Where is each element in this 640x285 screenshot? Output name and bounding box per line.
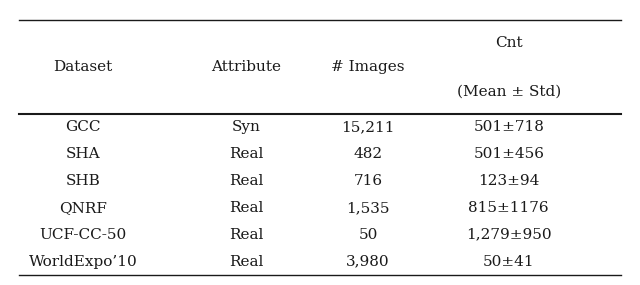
Text: Real: Real [229,201,264,215]
Text: Real: Real [229,147,264,161]
Text: 716: 716 [353,174,383,188]
Text: (Mean ± Std): (Mean ± Std) [457,84,561,98]
Text: Dataset: Dataset [54,60,113,74]
Text: SHB: SHB [66,174,100,188]
Text: Real: Real [229,255,264,268]
Text: SHA: SHA [66,147,100,161]
Text: 501±456: 501±456 [474,147,544,161]
Text: UCF-CC-50: UCF-CC-50 [40,228,127,242]
Text: GCC: GCC [65,121,101,135]
Text: 3,980: 3,980 [346,255,390,268]
Text: 50±41: 50±41 [483,255,534,268]
Text: 501±718: 501±718 [474,121,544,135]
Text: Cnt: Cnt [495,36,523,50]
Text: Real: Real [229,228,264,242]
Text: # Images: # Images [332,60,404,74]
Text: 123±94: 123±94 [478,174,540,188]
Text: 15,211: 15,211 [341,121,395,135]
Text: Attribute: Attribute [211,60,282,74]
Text: 1,279±950: 1,279±950 [466,228,552,242]
Text: 1,535: 1,535 [346,201,390,215]
Text: Syn: Syn [232,121,261,135]
Text: WorldExpo’10: WorldExpo’10 [29,255,138,268]
Text: 482: 482 [353,147,383,161]
Text: 815±1176: 815±1176 [468,201,549,215]
Text: Real: Real [229,174,264,188]
Text: 50: 50 [358,228,378,242]
Text: QNRF: QNRF [60,201,107,215]
